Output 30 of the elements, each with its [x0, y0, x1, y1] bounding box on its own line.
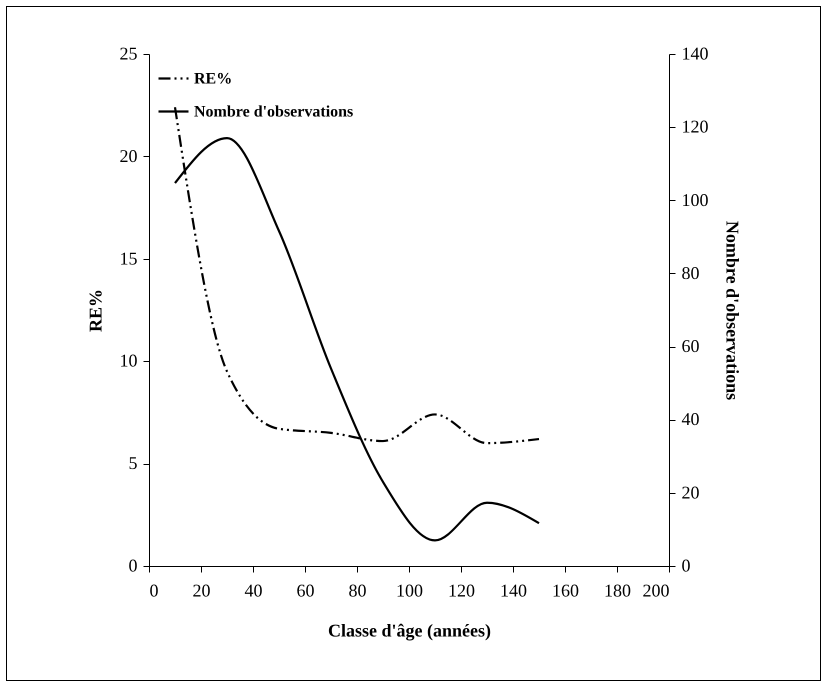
y-axis-title: RE% [86, 288, 106, 332]
y2-axis-title: Nombre d'observations [722, 220, 742, 400]
x-tick-label: 160 [552, 580, 579, 600]
x-tick-label: 180 [604, 580, 631, 600]
y-tick-label: 5 [128, 453, 138, 474]
y-tick-label: 15 [120, 248, 138, 268]
x-tick-label: 40 [244, 580, 262, 600]
y2-tick-label: 140 [682, 44, 708, 64]
y2-tick-label: 0 [682, 556, 690, 576]
y-tick-label: 20 [120, 146, 138, 166]
y2-tick-label: 100 [682, 190, 708, 210]
legend-label: RE% [194, 70, 232, 88]
x-tick-label: 0 [150, 580, 158, 600]
y2-tick-label: 20 [682, 482, 700, 502]
y-tick-label: 0 [128, 556, 138, 576]
legend-label: Nombre d'observations [194, 104, 354, 120]
x-axis-title: Classe d'âge (années) [328, 620, 491, 640]
y2-tick-label: 80 [682, 262, 700, 283]
y2-tick-label: 60 [682, 336, 700, 356]
y2-tick-label: 120 [682, 116, 708, 137]
y-tick-label: 10 [120, 350, 138, 371]
x-tick-label: 200 [642, 580, 670, 600]
x-tick-label: 140 [500, 580, 527, 600]
x-tick-label: 60 [296, 580, 314, 600]
x-tick-label: 100 [396, 580, 423, 600]
y-tick-label: 25 [120, 44, 138, 64]
y2-tick-label: 40 [682, 409, 700, 430]
x-tick-label: 20 [192, 580, 210, 600]
x-tick-label: 120 [448, 580, 475, 600]
x-tick-label: 80 [348, 580, 366, 600]
